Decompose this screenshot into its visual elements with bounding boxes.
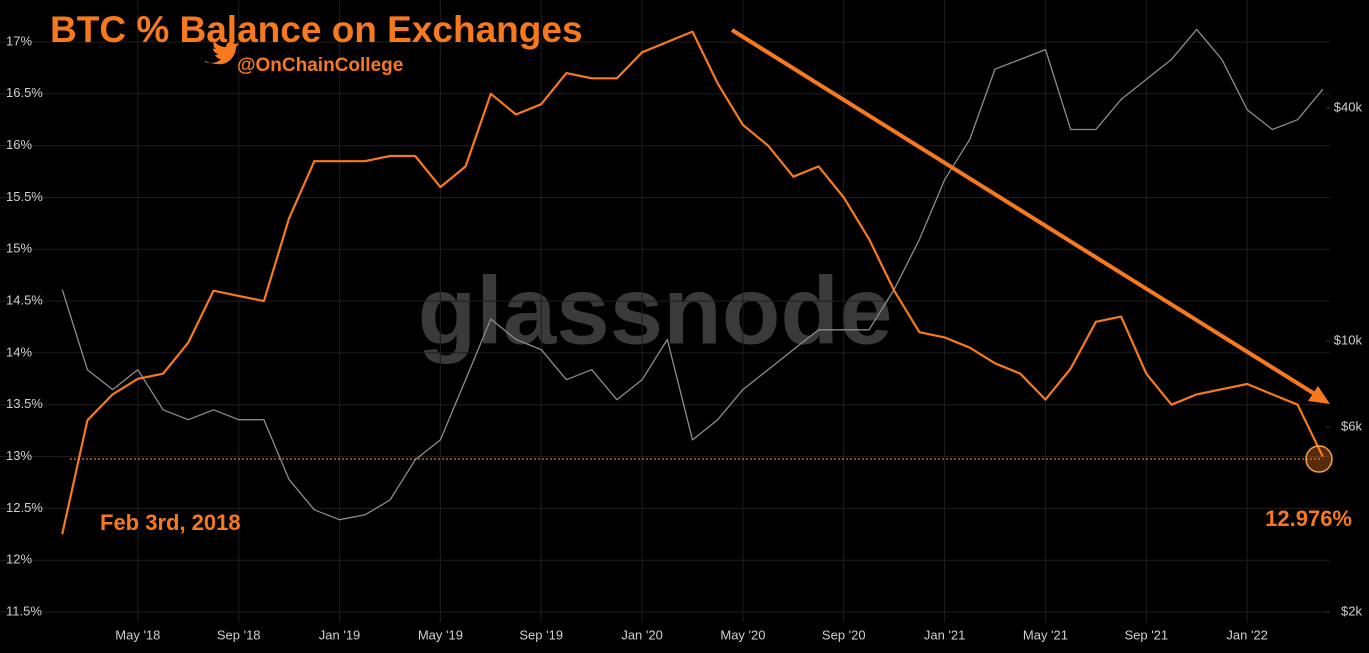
twitter-icon [205,41,239,65]
x-tick-label: Jan '19 [319,627,361,642]
y-tick-label: 17% [6,33,32,48]
y-tick-label: 15% [6,241,32,256]
y-tick-label: 11.5% [6,603,42,618]
y-tick-label: 13% [6,448,32,463]
y2-tick-label: $10k [1334,333,1363,348]
watermark: glassnode [418,257,893,364]
reference-label: 12.976% [1265,506,1352,531]
y-tick-label: 16% [6,137,32,152]
x-tick-label: Jan '20 [621,627,663,642]
x-tick-label: May '18 [115,627,160,642]
x-tick-label: Sep '19 [519,627,563,642]
x-tick-label: Sep '21 [1124,627,1168,642]
x-tick-label: Jan '21 [924,627,966,642]
x-tick-label: Sep '18 [217,627,261,642]
y-tick-label: 14% [6,344,32,359]
reference-marker [1305,445,1333,473]
y-tick-label: 13.5% [6,396,43,411]
arrow-head [1308,386,1330,404]
start-note: Feb 3rd, 2018 [100,510,241,535]
x-tick-label: Jan '22 [1226,627,1268,642]
chart-title: BTC % Balance on Exchanges [50,9,583,50]
series-line [61,28,1324,521]
y-tick-label: 16.5% [6,85,43,100]
y2-tick-label: $2k [1341,603,1362,618]
subtitle: @OnChainCollege [237,55,403,76]
y2-tick-label: $40k [1334,99,1363,114]
y-tick-label: 12% [6,552,32,567]
y-tick-label: 15.5% [6,189,43,204]
y-tick-label: 12.5% [6,500,43,515]
y-tick-label: 14.5% [6,293,43,308]
x-tick-label: May '21 [1023,627,1068,642]
grid [0,0,1330,622]
x-tick-label: Sep '20 [822,627,866,642]
x-tick-label: May '19 [418,627,463,642]
trend-arrow [730,28,1320,398]
y2-tick-label: $6k [1341,419,1362,434]
series-line [61,30,1324,535]
x-tick-label: May '20 [720,627,765,642]
lines [61,28,1324,535]
